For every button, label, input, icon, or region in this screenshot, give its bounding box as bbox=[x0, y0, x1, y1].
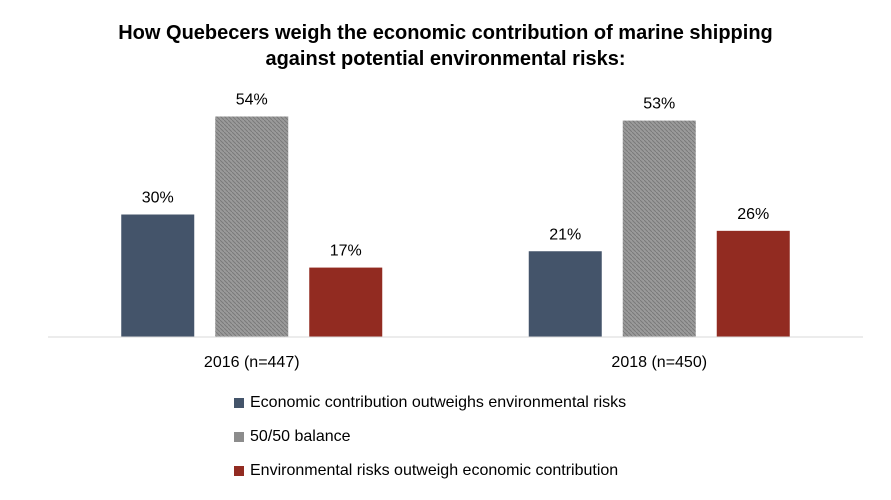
x-tick-label-1: 2018 (n=450) bbox=[611, 354, 707, 371]
legend-label-environmental: Environmental risks outweigh economic co… bbox=[250, 462, 619, 479]
legend-item-environmental: Environmental risks outweigh economic co… bbox=[234, 461, 626, 481]
bar-environmental-1 bbox=[716, 230, 790, 337]
x-tick-label-0: 2016 (n=447) bbox=[204, 354, 300, 371]
bar-balance-1 bbox=[622, 120, 696, 337]
data-label-balance-1: 53% bbox=[643, 96, 675, 113]
chart-title: How Quebecers weigh the economic contrib… bbox=[0, 20, 891, 72]
legend-swatch-balance bbox=[234, 432, 244, 442]
data-label-environmental-0: 17% bbox=[330, 243, 362, 260]
data-label-economic-1: 21% bbox=[549, 226, 581, 243]
legend-swatch-economic bbox=[234, 398, 244, 408]
legend-item-economic: Economic contribution outweighs environm… bbox=[234, 393, 626, 413]
legend-label-balance: 50/50 balance bbox=[250, 428, 351, 445]
data-label-environmental-1: 26% bbox=[737, 206, 769, 223]
legend: Economic contribution outweighs environm… bbox=[234, 393, 626, 495]
legend-item-balance: 50/50 balance bbox=[234, 427, 626, 447]
data-label-economic-0: 30% bbox=[142, 190, 174, 207]
bar-environmental-0 bbox=[309, 267, 383, 337]
chart-title-line-1: How Quebecers weigh the economic contrib… bbox=[118, 22, 773, 44]
bar-balance-0 bbox=[215, 116, 289, 337]
bar-economic-0 bbox=[121, 214, 195, 337]
legend-swatch-environmental bbox=[234, 466, 244, 476]
chart-title-line-2: against potential environmental risks: bbox=[265, 48, 626, 70]
bar-economic-1 bbox=[528, 251, 602, 337]
legend-label-economic: Economic contribution outweighs environm… bbox=[250, 394, 627, 411]
data-label-balance-0: 54% bbox=[236, 92, 268, 109]
